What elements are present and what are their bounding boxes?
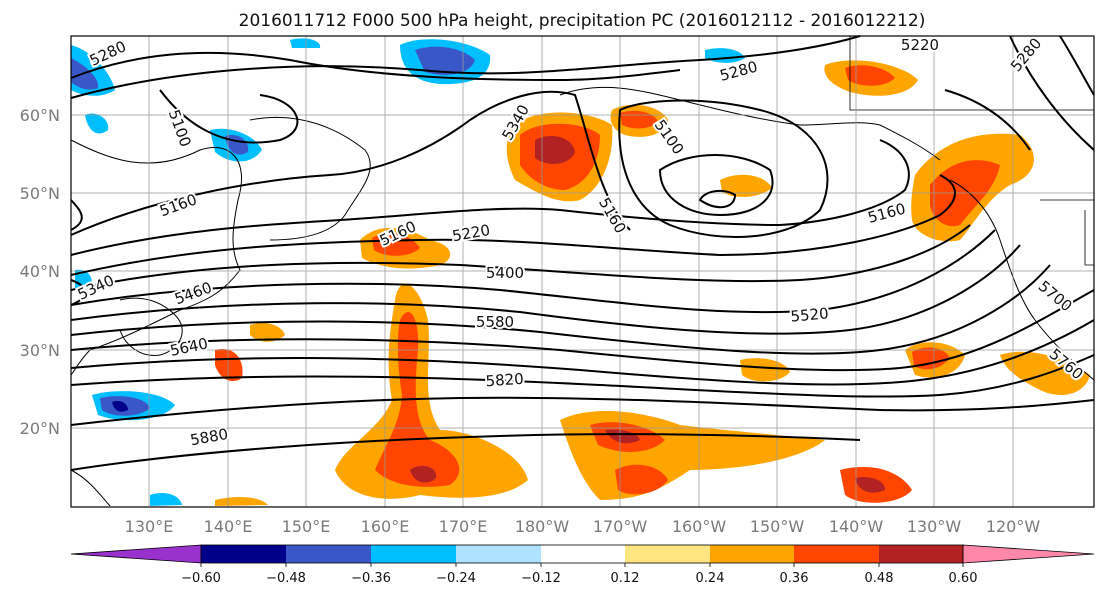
height-contours	[70, 35, 1095, 471]
precip-plume-red	[375, 311, 460, 487]
colorbar-extend-high	[962, 544, 1095, 564]
lat-label: 30°N	[20, 341, 60, 360]
contour-line	[698, 189, 737, 209]
precip-plume-core	[410, 465, 437, 483]
colorbar-segment	[625, 545, 710, 563]
colorbar-tick-label: −0.36	[351, 571, 391, 586]
contour-line	[618, 99, 829, 238]
precip-yukon-red	[845, 65, 895, 86]
contour-line	[1009, 35, 1095, 151]
colorbar-tick-label: −0.24	[436, 571, 476, 586]
colorbar-segment	[201, 545, 286, 563]
lon-label: 140°E	[204, 517, 253, 536]
contour-line	[159, 89, 299, 144]
contour-line	[70, 244, 1021, 335]
colorbar-tick-label: 0.48	[865, 571, 894, 586]
map-panel: 5280 5100 5160 5340 5100 5280 5220 5280 …	[70, 32, 1095, 508]
contour-label: 5580	[476, 313, 514, 331]
lat-label: 20°N	[20, 419, 60, 438]
colorbar-segment	[456, 545, 541, 563]
precip-japan-south-red	[215, 349, 243, 382]
precip-kuril-red	[372, 233, 420, 256]
contour-line	[70, 229, 996, 314]
colorbar-segment	[286, 545, 371, 563]
precip-subtropic-core	[605, 429, 640, 444]
colorbar-tick-label: −0.12	[521, 571, 561, 586]
contour-line	[70, 319, 1095, 386]
contour-label: 5220	[901, 36, 939, 54]
contour-line	[70, 139, 910, 256]
contour-line	[70, 224, 971, 291]
lon-label: 170°E	[439, 517, 488, 536]
precip-neg-north-blue	[415, 46, 475, 75]
colorbar-tick-label: 0.36	[780, 571, 809, 586]
precip-neg-top-cyan	[290, 38, 321, 48]
colorbar: −0.60 −0.48 −0.36 −0.24 −0.12 0.12 0.24 0.36 0.4…	[70, 544, 1095, 586]
contour-line	[70, 279, 87, 306]
lon-label: 140°W	[829, 517, 884, 536]
colorbar-tick-label: 0.12	[611, 571, 640, 586]
lon-label: 130°E	[125, 517, 174, 536]
lon-label: 160°E	[361, 517, 410, 536]
contour-line	[944, 89, 1031, 151]
contour-label: 5400	[486, 264, 524, 282]
contour-line	[70, 174, 956, 276]
latitude-labels: 60°N 50°N 40°N 30°N 20°N	[20, 106, 60, 438]
precip-neg-west-cyan	[85, 113, 109, 134]
colorbar-tick-label: −0.60	[181, 571, 221, 586]
colorbar-extend-low	[70, 544, 202, 564]
contour-line	[70, 264, 1051, 355]
precip-japan-orange	[250, 323, 285, 342]
precip-neg-sw-navy	[112, 400, 128, 412]
precip-se-core	[855, 477, 885, 493]
colorbar-segment	[710, 545, 794, 563]
colorbar-segment	[794, 545, 879, 563]
colorbar-tick-label: −0.48	[266, 571, 306, 586]
lat-label: 60°N	[20, 106, 60, 125]
kamchatka-region-coastline	[249, 116, 371, 241]
alaska-coastline	[559, 86, 941, 161]
contour-label: 5520	[790, 304, 830, 325]
lat-label: 50°N	[20, 184, 60, 203]
colorbar-segment	[541, 545, 625, 563]
precip-midlat-orange	[720, 174, 772, 197]
lon-label: 180°W	[515, 517, 570, 536]
precip-plume-orange	[335, 283, 528, 499]
contour-line	[658, 154, 774, 217]
precip-neg-bottom-cyan	[150, 493, 182, 506]
contour-line	[70, 35, 861, 99]
colorbar-outline	[200, 544, 964, 564]
lat-label: 40°N	[20, 262, 60, 281]
lon-label: 130°W	[907, 517, 962, 536]
lon-label: 170°W	[593, 517, 648, 536]
sw-coastline	[70, 469, 111, 507]
contour-line	[1059, 35, 1095, 96]
contour-line	[70, 396, 1095, 426]
colorbar-tick-label: 0.60	[949, 571, 978, 586]
colorbar-segment	[879, 545, 963, 563]
colorbar-tick-label: 0.24	[696, 571, 725, 586]
contour-line	[70, 90, 631, 236]
lon-label: 150°E	[282, 517, 331, 536]
contour-label: 5820	[485, 370, 524, 391]
lon-label: 160°W	[672, 517, 727, 536]
contour-line	[70, 354, 1095, 398]
contour-line	[70, 51, 681, 82]
precip-subtropic-red-2	[615, 464, 668, 495]
colorbar-segment	[371, 545, 456, 563]
figure-title: 2016011712 F000 500 hPa height, precipit…	[239, 11, 926, 31]
contour-line	[70, 433, 861, 471]
map-frame	[70, 35, 1095, 508]
us-state-border	[1084, 210, 1094, 266]
lon-label: 120°W	[986, 517, 1041, 536]
lon-label: 150°W	[750, 517, 805, 536]
contour-line	[70, 199, 83, 231]
precip-bering-core	[535, 136, 575, 164]
contour-line	[70, 289, 1095, 372]
graticule	[71, 36, 1094, 507]
precip-east-red	[912, 347, 950, 370]
longitude-labels: 130°E 140°E 150°E 160°E 170°E 180°W 170°W 160°W…	[125, 517, 1041, 536]
